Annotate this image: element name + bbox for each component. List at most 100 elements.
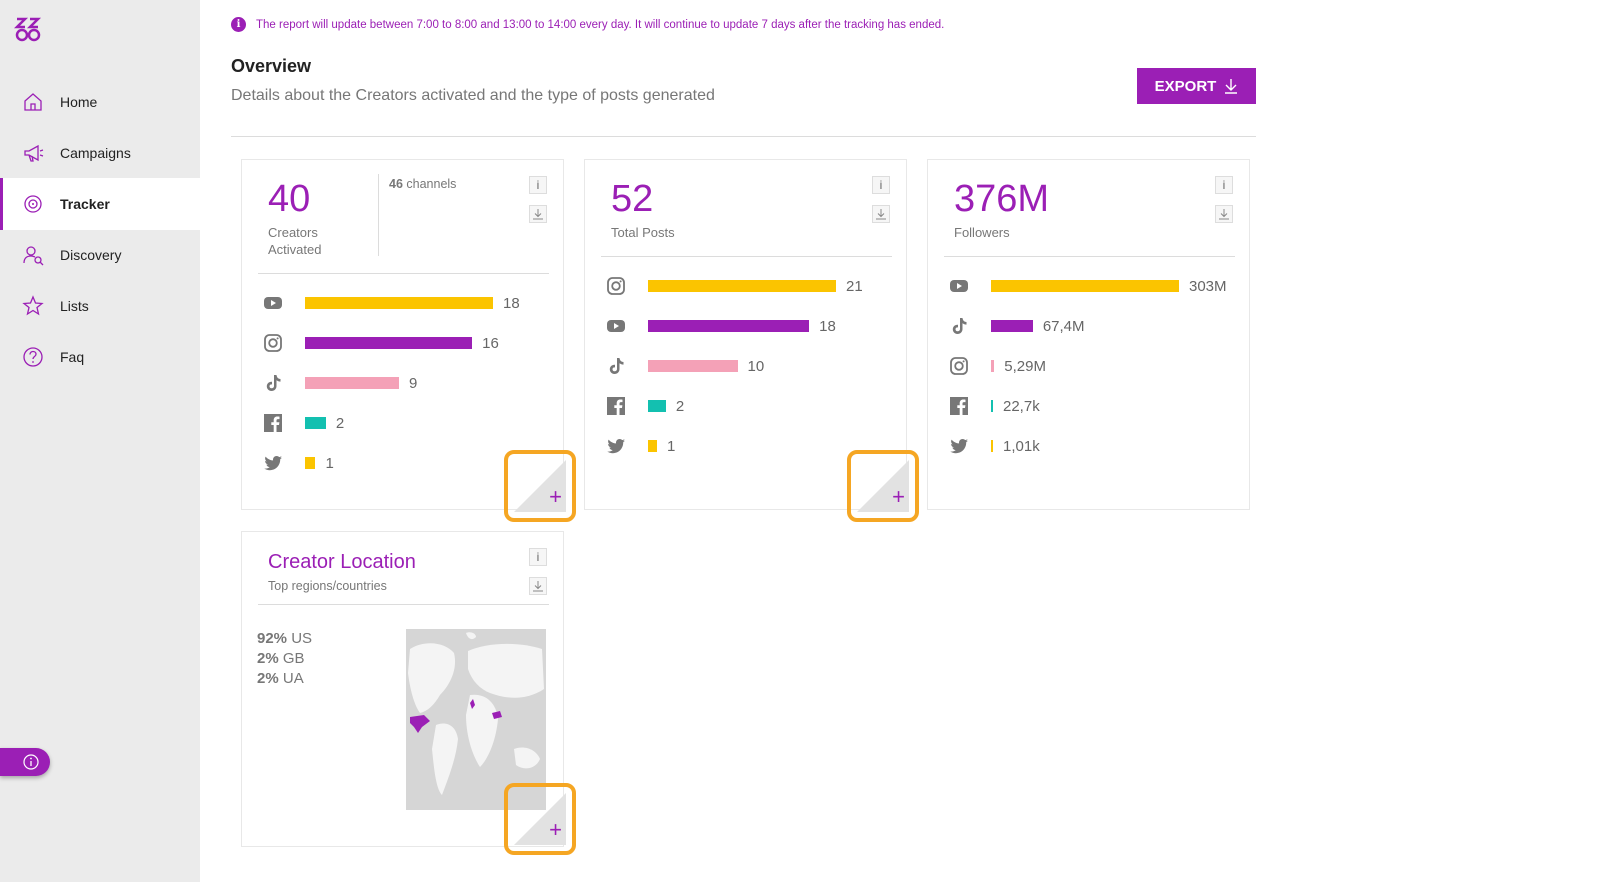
sidebar-item-label: Home [60, 94, 98, 110]
map-region-ua[interactable] [492, 711, 502, 719]
info-button[interactable]: i [529, 548, 547, 566]
map-region-gb[interactable] [470, 699, 475, 709]
bar-value-twitter: 1 [325, 455, 334, 472]
home-icon [24, 93, 42, 111]
platform-row-youtube: 303M [949, 276, 1229, 296]
brand-logo[interactable] [14, 16, 44, 42]
platform-row-facebook: 22,7k [949, 396, 1229, 416]
download-button[interactable] [529, 205, 547, 223]
bar-value-youtube: 303M [1189, 278, 1227, 295]
download-button[interactable] [1215, 205, 1233, 223]
expand-button-creators[interactable]: + [504, 450, 576, 522]
info-button[interactable]: i [1215, 176, 1233, 194]
creators-caption-line: Activated [268, 242, 322, 257]
bar-instagram [648, 280, 836, 292]
sidebar-item-lists[interactable]: Lists [0, 280, 200, 332]
platform-row-twitter: 1 [263, 453, 543, 473]
location-code: US [291, 630, 313, 647]
platform-row-youtube: 18 [263, 293, 543, 313]
followers-count: 376M [954, 178, 1050, 220]
divider [258, 604, 549, 605]
sidebar: Home Campaigns Tracker Discovery Lists F… [0, 0, 200, 882]
channels-count: 46 channels [389, 177, 456, 191]
tiktok-icon [263, 373, 283, 393]
platform-row-tiktok: 9 [263, 373, 543, 393]
youtube-icon [263, 293, 283, 313]
download-icon [1225, 79, 1238, 94]
info-button[interactable]: i [529, 176, 547, 194]
plus-icon: + [892, 484, 905, 509]
platform-row-instagram: 21 [606, 276, 886, 296]
tiktok-icon [949, 316, 969, 336]
followers-caption: Followers [954, 225, 1010, 240]
download-icon [1219, 209, 1229, 220]
export-button[interactable]: EXPORT [1137, 68, 1256, 104]
expand-button-location[interactable]: + [504, 783, 576, 855]
bar-value-tiktok: 67,4M [1042, 318, 1085, 335]
download-icon [533, 581, 543, 592]
twitter-icon [263, 453, 283, 473]
download-button[interactable] [872, 205, 890, 223]
list-item: 92% US [257, 629, 312, 649]
target-icon [24, 195, 42, 213]
sidebar-item-home[interactable]: Home [0, 76, 200, 128]
plus-icon: + [549, 817, 562, 842]
bar-twitter [305, 457, 316, 469]
location-title: Creator Location [268, 551, 416, 573]
question-icon [23, 347, 43, 367]
location-percent: 92% [257, 630, 288, 647]
platform-row-twitter: 1,01k [949, 436, 1229, 456]
info-toggle-button[interactable] [0, 748, 50, 776]
tiktok-icon [606, 356, 626, 376]
bar-value-facebook: 2 [675, 398, 685, 415]
sidebar-item-discovery[interactable]: Discovery [0, 229, 200, 281]
bar-instagram [305, 337, 473, 349]
location-code: GB [282, 650, 305, 667]
expand-corner-icon [514, 793, 566, 845]
world-map[interactable] [406, 629, 546, 810]
sidebar-item-faq[interactable]: Faq [0, 331, 200, 383]
divider [378, 174, 379, 256]
bar-value-twitter: 1,01k [1003, 438, 1040, 455]
followers-card: 376M Followers i 303M 67,4M 5,29M 22,7k 1,01… [927, 159, 1250, 510]
twitter-icon [606, 436, 626, 456]
instagram-icon [263, 333, 283, 353]
info-icon [23, 754, 39, 770]
location-card: Creator Location Top regions/countries i… [241, 531, 564, 847]
bar-value-instagram: 5,29M [1004, 358, 1046, 375]
twitter-icon [949, 436, 969, 456]
update-notice-text: The report will update between 7:00 to 8… [256, 18, 945, 31]
location-list: 92% US 2% GB 2% UA [257, 629, 312, 689]
expand-corner-icon [857, 460, 909, 512]
expand-button-posts[interactable]: + [847, 450, 919, 522]
sidebar-item-label: Tracker [60, 196, 110, 212]
location-percent: 2% [257, 650, 279, 667]
platform-row-tiktok: 10 [606, 356, 886, 376]
bar-value-facebook: 22,7k [1003, 398, 1040, 415]
download-icon [533, 209, 543, 220]
download-icon [876, 209, 886, 220]
bar-youtube [991, 280, 1179, 292]
megaphone-icon [24, 144, 44, 162]
bar-twitter [648, 440, 657, 452]
plus-icon: + [549, 484, 562, 509]
facebook-icon [606, 396, 626, 416]
instagram-icon [949, 356, 969, 376]
platform-row-twitter: 1 [606, 436, 886, 456]
platform-row-instagram: 16 [263, 333, 543, 353]
youtube-icon [949, 276, 969, 296]
platform-row-instagram: 5,29M [949, 356, 1229, 376]
sidebar-item-campaigns[interactable]: Campaigns [0, 127, 200, 179]
bar-value-tiktok: 9 [409, 375, 418, 392]
map-region-us[interactable] [410, 715, 430, 733]
info-button[interactable]: i [872, 176, 890, 194]
bar-value-youtube: 18 [819, 318, 836, 335]
sidebar-item-label: Lists [60, 298, 89, 314]
sidebar-item-tracker[interactable]: Tracker [0, 178, 200, 230]
bar-value-twitter: 1 [666, 438, 676, 455]
download-button[interactable] [529, 577, 547, 595]
bar-twitter [991, 440, 993, 452]
sidebar-item-label: Faq [60, 349, 85, 365]
creators-caption-line: Creators [268, 225, 318, 240]
facebook-icon [949, 396, 969, 416]
